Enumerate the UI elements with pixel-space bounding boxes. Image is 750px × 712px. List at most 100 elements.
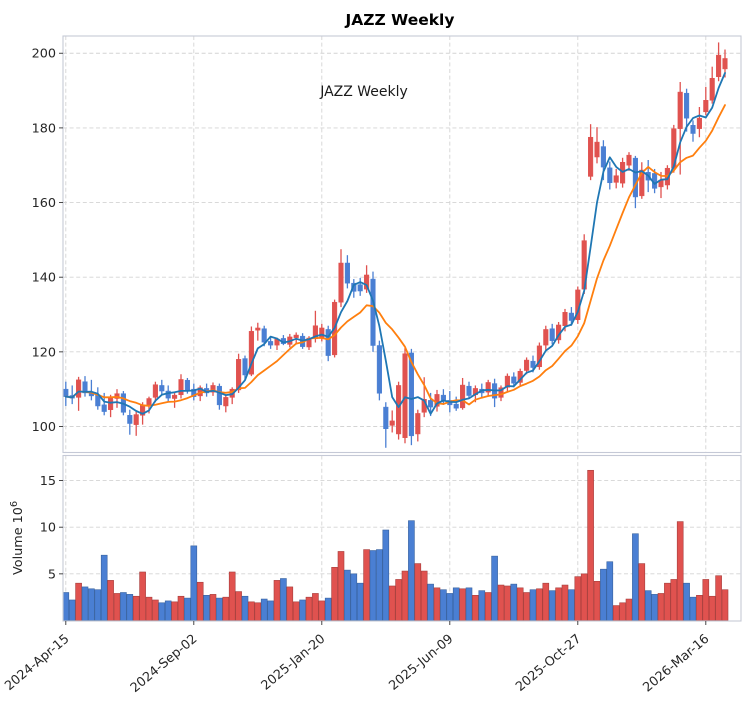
candle-body xyxy=(223,397,229,407)
volume-panel-frame xyxy=(62,454,742,622)
volume-tick-label: 15 xyxy=(40,474,56,489)
price-tick-label: 160 xyxy=(32,196,56,211)
volume-bar xyxy=(497,584,505,621)
volume-bar xyxy=(580,573,588,621)
volume-bar xyxy=(273,580,281,621)
volume-bar xyxy=(344,569,351,621)
volume-bar xyxy=(152,599,159,621)
candle-body xyxy=(453,403,459,409)
candle-body xyxy=(677,91,683,129)
volume-bar xyxy=(126,594,134,621)
candle-body xyxy=(594,141,600,158)
candle-body xyxy=(543,329,549,346)
candle-body xyxy=(703,100,709,113)
volume-bar xyxy=(516,587,524,621)
volume-bar xyxy=(510,583,518,621)
candle-body xyxy=(236,359,242,391)
volume-bar xyxy=(132,595,140,621)
volume-bar xyxy=(529,589,537,621)
candle-body xyxy=(357,284,363,292)
volume-bar xyxy=(491,555,498,621)
volume-bar xyxy=(452,587,460,621)
volume-bar xyxy=(542,582,550,621)
volume-bar xyxy=(100,554,108,621)
volume-bar xyxy=(113,593,121,621)
volume-bar xyxy=(81,586,89,621)
volume-bar xyxy=(376,549,383,621)
volume-bar xyxy=(318,600,326,621)
price-tick-label: 200 xyxy=(32,47,56,62)
volume-bar xyxy=(440,589,447,621)
volume-bar xyxy=(446,593,454,621)
volume-bar xyxy=(299,599,306,621)
volume-tick-label: 5 xyxy=(48,567,56,582)
volume-bar xyxy=(260,598,268,621)
volume-bar xyxy=(305,596,313,621)
candle-body xyxy=(466,385,472,396)
volume-bar xyxy=(433,587,441,621)
volume-bar xyxy=(369,550,377,621)
candle-body xyxy=(172,394,178,399)
chart-inner-annotation: JAZZ Weekly xyxy=(319,84,408,100)
x-tick-label: 2026-Mar-16 xyxy=(640,632,712,696)
volume-bar xyxy=(68,599,76,621)
volume-bar xyxy=(184,597,191,621)
candle-body xyxy=(722,58,728,70)
volume-bar xyxy=(625,598,633,621)
volume-bar xyxy=(600,568,607,621)
candle-body xyxy=(549,328,555,341)
candle-body xyxy=(588,136,594,177)
candle-body xyxy=(82,381,88,394)
volume-bar xyxy=(593,581,601,621)
volume-bar xyxy=(324,597,332,621)
volume-axis-label-text: Volume 10 xyxy=(11,507,26,575)
candle-body xyxy=(626,154,632,166)
volume-bar xyxy=(196,581,204,621)
volume-bar xyxy=(478,590,486,621)
candle-body xyxy=(607,167,613,184)
volume-bar xyxy=(472,595,479,621)
volume-bar xyxy=(164,600,172,621)
candle-body xyxy=(716,54,722,78)
volume-bar xyxy=(209,594,217,621)
volume-bar xyxy=(356,582,364,621)
volume-bar xyxy=(331,567,338,621)
price-tick-label: 180 xyxy=(32,121,56,136)
volume-bar xyxy=(203,595,210,621)
volume-axis-label: Volume 106 xyxy=(9,501,26,575)
candle-body xyxy=(242,358,248,376)
candle-body xyxy=(428,400,434,408)
volume-bar xyxy=(683,582,690,621)
candle-body xyxy=(178,379,184,396)
volume-bar xyxy=(292,601,300,621)
volume-bar xyxy=(523,592,530,621)
volume-bar xyxy=(612,605,620,621)
candle-body xyxy=(639,169,645,197)
volume-bar xyxy=(657,593,665,621)
candle-body xyxy=(293,334,299,338)
candle-body xyxy=(504,375,510,388)
ma-long-line xyxy=(64,104,726,407)
candle-body xyxy=(485,382,491,393)
volume-bar xyxy=(664,582,671,621)
volume-bar xyxy=(248,601,255,621)
volume-bar xyxy=(388,585,396,621)
volume-bar xyxy=(222,596,230,621)
x-tick-label: 2024-Apr-15 xyxy=(2,632,72,694)
candle-body xyxy=(268,341,274,346)
volume-bar xyxy=(536,588,543,621)
volume-bar xyxy=(408,520,415,621)
volume-bar xyxy=(504,585,511,621)
volume-bar xyxy=(420,570,428,621)
candle-body xyxy=(127,415,133,424)
candle-body xyxy=(460,384,466,409)
volume-bar xyxy=(484,592,492,621)
volume-bar xyxy=(644,590,652,621)
candle-body xyxy=(325,329,331,356)
candle-body xyxy=(511,376,517,384)
candle-body xyxy=(408,352,414,437)
candle-body xyxy=(191,388,197,397)
candle-body xyxy=(255,327,261,331)
volume-bar xyxy=(107,580,114,621)
candle-body xyxy=(684,92,690,119)
